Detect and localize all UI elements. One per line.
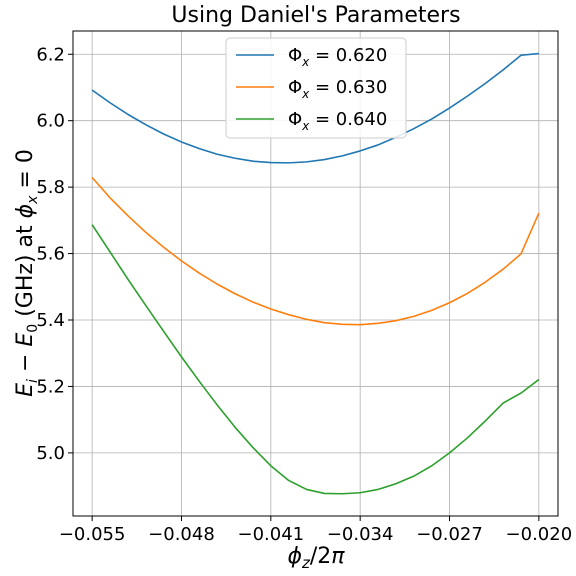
legend-box [225,37,407,139]
x-tick-label: −0.055 [59,524,126,545]
legend-label-3: Φx = 0.640 [288,109,387,133]
x-tick-label: −0.020 [506,524,573,545]
x-tick-label: −0.034 [327,524,394,545]
series-line-2 [91,176,540,326]
plot-area-frame [72,30,559,517]
legend-label-2: Φx = 0.630 [288,77,387,101]
series-line-1 [91,52,539,164]
svg-text:Ei − E0 (GHz) at ϕx = 0: Ei − E0 (GHz) at ϕx = 0 [13,149,41,397]
y-tick-label: 5.6 [36,244,65,265]
y-tick-label: 5.4 [36,310,65,331]
y-tick-label: 5.2 [36,376,65,397]
svg-text:ϕz/2π: ϕz/2π [287,544,345,572]
y-tick-label: 5.8 [36,177,65,198]
y-tick-label: 6.0 [36,111,65,132]
chart-title: Using Daniel's Parameters [171,3,460,28]
series-line-3 [91,224,540,495]
legend-label-1: Φx = 0.620 [288,45,387,69]
series-group [91,52,540,495]
x-tick-label: −0.027 [416,524,483,545]
x-tick-label: −0.041 [238,524,305,545]
y-tick-label: 5.0 [36,443,65,464]
ticks: −0.055 −0.048 −0.041 −0.034 −0.027 −0.020 5.0 5… [36,44,572,545]
x-axis-label: ϕz/2π [287,544,345,572]
legend: Φx = 0.620 Φx = 0.630 Φx = 0.640 [225,37,407,139]
x-tick-label: −0.048 [148,524,215,545]
y-axis-label: Ei − E0 (GHz) at ϕx = 0 [13,149,41,397]
y-tick-label: 6.2 [36,44,65,65]
